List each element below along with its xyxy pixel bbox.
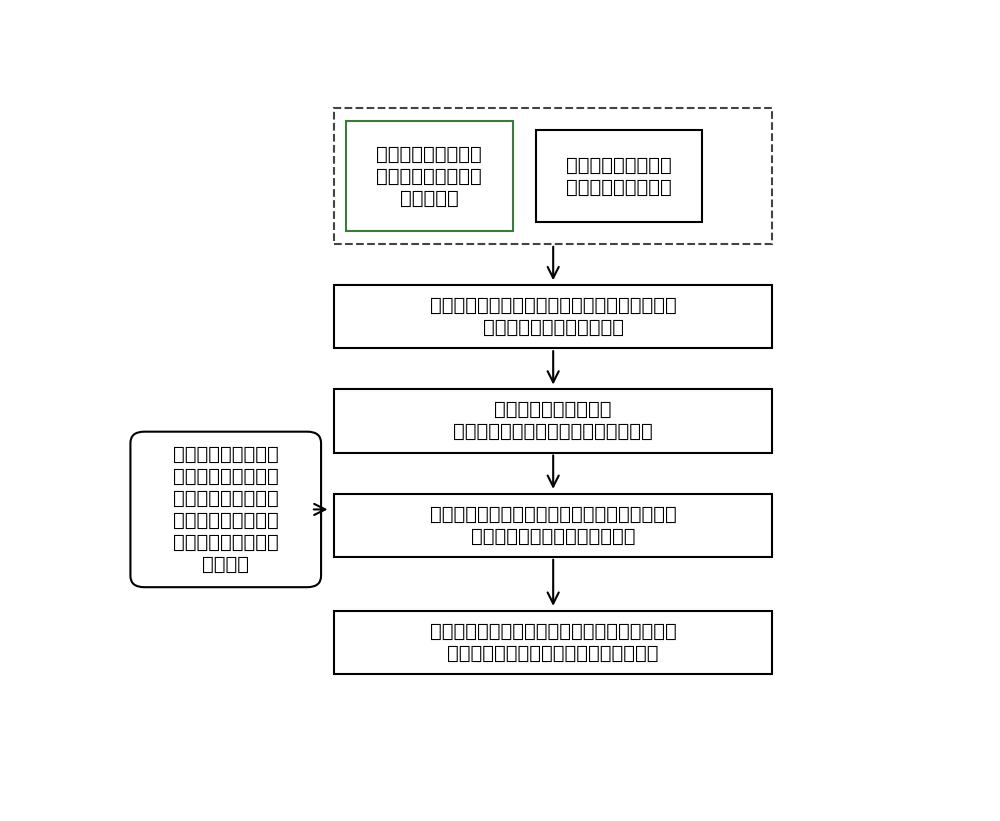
Bar (334, 285, 772, 348)
Text: 定制单晶金层石车刀，
在磨床上进行伺服阀阀芯毛刺去除试验: 定制单晶金层石车刀， 在磨床上进行伺服阀阀芯毛刺去除试验 (453, 401, 653, 442)
Bar (334, 389, 772, 452)
Text: 合理设计和选取去毛刺设备的运动机构、传感器
的精度和去毛刺具体的工艺参数: 合理设计和选取去毛刺设备的运动机构、传感器 的精度和去毛刺具体的工艺参数 (430, 505, 677, 546)
Text: 工艺参数主要包括去
毛刺中车刀快速进给
量和进给距离、慢速
进给量以及去除毛刺
达到精度要求所需的
力的大小: 工艺参数主要包括去 毛刺中车刀快速进给 量和进给距离、慢速 进给量以及去除毛刺 … (173, 445, 279, 574)
Text: 在特定磨床搞建去毛刺设备，使用设计好的参数
进行试验，优化参数后投入实际生产过程: 在特定磨床搞建去毛刺设备，使用设计好的参数 进行试验，优化参数后投入实际生产过程 (430, 621, 677, 663)
Text: 在磨床上进行伺服阀
阀芯的端面磨削试验: 在磨床上进行伺服阀 阀芯的端面磨削试验 (566, 155, 672, 196)
Bar (334, 493, 772, 557)
Bar (334, 611, 772, 674)
Bar (346, 121, 512, 232)
Bar (536, 130, 702, 222)
Text: 研究伺服阀阀芯棱边毛刺的形成机理以及规律，
并对生产加工参数进行优化: 研究伺服阀阀芯棱边毛刺的形成机理以及规律， 并对生产加工参数进行优化 (430, 296, 677, 337)
Text: 通过有限元仿真软件
模拟伺服阀阀芯的端
面磨削过程: 通过有限元仿真软件 模拟伺服阀阀芯的端 面磨削过程 (376, 144, 482, 208)
FancyBboxPatch shape (130, 432, 321, 587)
Bar (334, 108, 772, 244)
